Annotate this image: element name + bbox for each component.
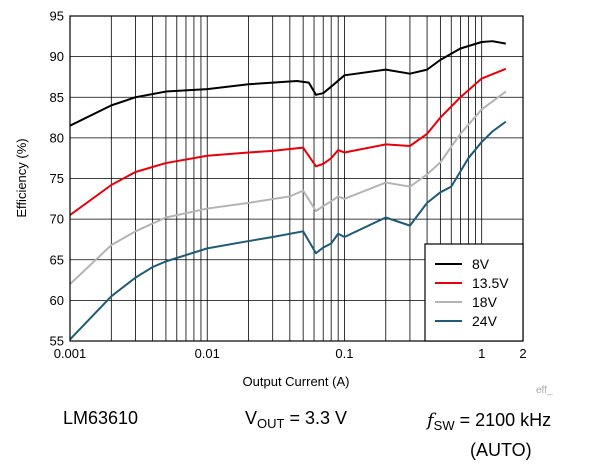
y-tick-label: 95 [50, 9, 64, 24]
vout-label: V [245, 408, 258, 428]
series-line [69, 90, 507, 285]
x-tick-label: 0.001 [54, 346, 87, 361]
fsw-label: f [427, 410, 434, 431]
series-line [69, 40, 507, 127]
y-tick-label: 55 [50, 334, 64, 349]
x-tick-label: 1 [478, 346, 485, 361]
y-tick-label: 70 [50, 212, 64, 227]
y-tick-label: 90 [50, 49, 64, 64]
vout-caption: VOUT = 3.3 V [245, 408, 347, 431]
fsw-value: = 2100 kHz [454, 410, 552, 430]
legend: 8V 13.5V 18V 24V [424, 243, 524, 342]
legend-label: 18V [472, 294, 498, 310]
mode-caption: (AUTO) [470, 440, 532, 460]
watermark-text: eff_ [536, 385, 553, 396]
y-tick-label: 65 [50, 252, 64, 267]
x-tick-label: 0.01 [195, 346, 220, 361]
vout-subscript: OUT [257, 416, 285, 431]
grid-lines [70, 16, 523, 341]
plot-frame [69, 15, 524, 342]
series-line [69, 120, 507, 341]
tick-labels: 55 60 65 70 75 80 85 90 95 0.001 0.01 0.1 1 2 [50, 9, 527, 362]
fsw-subscript: SW [433, 418, 455, 433]
fsw-caption: fSW = 2100 kHz [427, 410, 551, 433]
series-lines [69, 40, 507, 341]
vout-value: = 3.3 V [284, 408, 348, 428]
x-tick-label: 2 [519, 346, 526, 361]
series-line [69, 67, 507, 216]
legend-label: 8V [472, 256, 490, 272]
x-tick-label: 0.1 [335, 346, 353, 361]
legend-label: 13.5V [472, 275, 509, 291]
y-axis-title: Efficiency (%) [14, 138, 29, 217]
y-tick-label: 85 [50, 90, 64, 105]
legend-box [424, 243, 524, 342]
y-tick-label: 75 [50, 171, 64, 186]
y-tick-label: 60 [50, 293, 64, 308]
device-caption: LM63610 [63, 408, 139, 428]
y-tick-label: 80 [50, 130, 64, 145]
x-axis-title: Output Current (A) [243, 374, 350, 389]
legend-label: 24V [472, 313, 498, 329]
